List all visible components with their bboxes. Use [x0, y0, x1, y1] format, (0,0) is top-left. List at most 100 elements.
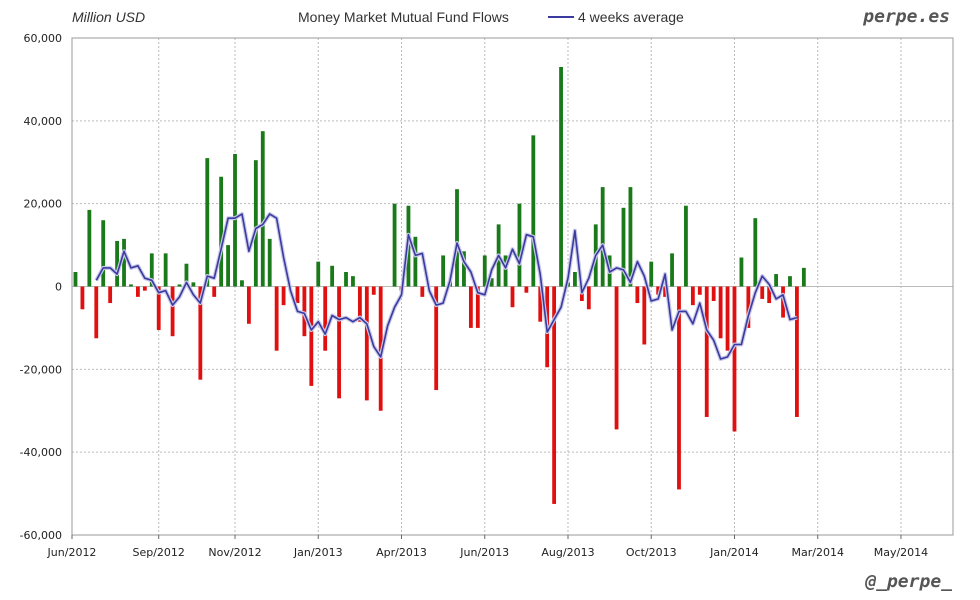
- inflow-bar: [392, 203, 397, 287]
- inflow-bar: [628, 187, 633, 287]
- inflow-bar: [122, 238, 126, 287]
- x-tick-label: Aug/2013: [541, 546, 594, 559]
- inflow-bar: [670, 253, 674, 287]
- outflow-bar: [663, 286, 668, 297]
- outflow-bar: [656, 286, 661, 295]
- outflow-bar: [697, 286, 702, 295]
- outflow-bar: [795, 286, 799, 417]
- outflow-bar: [156, 286, 161, 330]
- x-tick-label: Jan/2014: [709, 546, 759, 559]
- outflow-bar: [635, 286, 640, 304]
- x-tick-label: Jun/2013: [459, 546, 509, 559]
- y-tick-label: 40,000: [24, 115, 63, 128]
- inflow-bar: [163, 253, 168, 287]
- inflow-bar: [489, 278, 494, 287]
- plot-border: [71, 37, 954, 536]
- outflow-bar: [357, 286, 362, 322]
- inflow-bar: [205, 158, 210, 287]
- inflow-bar: [517, 203, 522, 287]
- inflow-bar: [177, 284, 182, 287]
- inflow-bar: [101, 220, 106, 287]
- outflow-bar: [711, 286, 716, 301]
- average-line: [95, 213, 798, 360]
- outflow-bar: [524, 286, 529, 293]
- inflow-bar: [600, 187, 605, 287]
- outflow-bar: [142, 286, 147, 291]
- y-tick-label: -20,000: [20, 363, 62, 376]
- outflow-bar: [760, 286, 765, 299]
- inflow-bar: [316, 261, 321, 287]
- outflow-bar: [108, 286, 113, 304]
- y-tick-label: -40,000: [20, 446, 62, 459]
- inflow-bar: [267, 238, 272, 287]
- inflow-bar: [253, 160, 258, 287]
- outflow-bar: [246, 286, 251, 324]
- outflow-bar: [371, 286, 376, 295]
- inflow-bar: [260, 131, 265, 287]
- inflow-bar: [531, 135, 536, 287]
- x-tick-label: Nov/2012: [208, 546, 261, 559]
- y-axis-unit-label: Million USD: [72, 9, 146, 25]
- inflow-bar: [455, 189, 459, 287]
- outflow-bar: [434, 286, 439, 391]
- outflow-bar: [704, 286, 709, 417]
- inflow-bar: [753, 218, 758, 287]
- outflow-bar: [420, 286, 425, 297]
- outflow-bar: [538, 286, 543, 322]
- outflow-bar: [767, 286, 772, 304]
- outflow-bar: [586, 286, 591, 310]
- outflow-bar: [746, 286, 751, 328]
- outflow-bar: [170, 286, 175, 337]
- outflow-bar: [80, 286, 85, 310]
- x-tick-label: Jan/2013: [293, 546, 343, 559]
- outflow-bar: [94, 286, 99, 339]
- y-tick-label: 60,000: [24, 32, 63, 45]
- inflow-bar: [462, 251, 466, 287]
- outflow-bar: [274, 286, 279, 351]
- author-handle: @_perpe_: [865, 571, 952, 592]
- outflow-bar: [690, 286, 695, 306]
- outflow-bar: [323, 286, 328, 351]
- outflow-bar: [510, 286, 515, 308]
- inflow-bar: [330, 265, 335, 287]
- y-tick-label: 0: [55, 281, 62, 294]
- outflow-bar: [677, 286, 681, 490]
- inflow-bar: [649, 261, 654, 287]
- outflow-bar: [725, 286, 730, 351]
- x-tick-label: Apr/2013: [376, 546, 427, 559]
- outflow-bar: [198, 286, 203, 380]
- inflow-bar: [413, 236, 418, 287]
- x-tick-label: Sep/2012: [132, 546, 184, 559]
- inflow-bar: [503, 255, 508, 287]
- x-tick-label: Oct/2013: [626, 546, 677, 559]
- outflow-bar: [552, 286, 557, 504]
- inflow-bar: [87, 209, 92, 287]
- inflow-bar: [684, 205, 688, 287]
- outflow-bar: [732, 286, 737, 432]
- inflow-bar: [226, 245, 230, 287]
- inflow-bar: [344, 272, 348, 287]
- inflow-bar: [240, 280, 244, 287]
- legend-line-swatch: [548, 16, 574, 18]
- x-tick-label: Jun/2012: [47, 546, 97, 559]
- inflow-bar: [149, 253, 154, 287]
- outflow-bar: [281, 286, 286, 306]
- inflow-bar: [441, 255, 446, 287]
- outflow-bar: [337, 286, 341, 399]
- average-line-layer: [94, 212, 798, 361]
- x-tick-label: Mar/2014: [791, 546, 843, 559]
- inflow-bar: [73, 272, 78, 287]
- inflow-bar: [115, 240, 119, 287]
- outflow-bar: [718, 286, 723, 339]
- inflow-bar: [559, 66, 563, 287]
- inflow-bar: [129, 284, 133, 287]
- outflow-bar: [295, 286, 300, 304]
- outflow-bar: [364, 286, 369, 401]
- outflow-bar: [212, 286, 217, 297]
- inflow-bar: [219, 176, 224, 287]
- inflow-bar: [351, 276, 355, 287]
- chart-title: Money Market Mutual Fund Flows: [298, 9, 509, 25]
- inflow-bar: [184, 263, 189, 287]
- y-tick-label: 20,000: [24, 198, 63, 211]
